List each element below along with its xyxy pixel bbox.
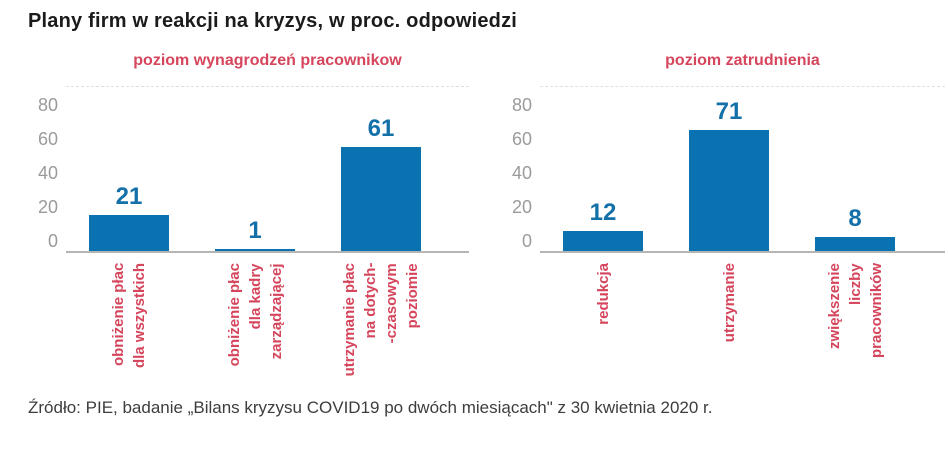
x-category-label: obniżenie płac dla kadry zarządzającej bbox=[225, 263, 285, 367]
x-axis-labels: redukcja utrzymanie zwiększenie liczby pra… bbox=[540, 263, 945, 399]
bar bbox=[815, 237, 895, 251]
x-category-label: zwiększenie liczby pracowników bbox=[825, 263, 885, 359]
y-tick-label: 60 bbox=[37, 129, 58, 149]
x-category-cell: utrzymanie płac na dotych- -czasowym poz… bbox=[318, 263, 444, 399]
y-tick-label: 80 bbox=[37, 95, 58, 115]
page-title: Plany firm w reakcji na kryzys, w proc. … bbox=[28, 10, 518, 32]
x-category-cell: redukcja bbox=[540, 263, 666, 399]
y-tick-label: 60 bbox=[511, 129, 532, 149]
x-category-label: redukcja bbox=[594, 263, 612, 325]
bar-value-label: 12 bbox=[589, 198, 617, 226]
y-axis: 0 20 40 60 80 bbox=[28, 86, 66, 253]
bar bbox=[563, 230, 643, 251]
x-category-label: utrzymanie bbox=[720, 263, 738, 343]
y-axis: 0 20 40 60 80 bbox=[502, 86, 540, 253]
y-tick-label: 20 bbox=[37, 197, 58, 217]
y-tick-label: 20 bbox=[511, 197, 532, 217]
bar-cell: 12 bbox=[540, 87, 666, 251]
bar-value-label: 1 bbox=[248, 217, 262, 245]
chart-subtitle: poziom zatrudnienia bbox=[665, 52, 820, 69]
x-category-cell: obniżenie płac dla wszystkich bbox=[66, 263, 192, 399]
y-tick-label: 40 bbox=[37, 163, 58, 183]
bar bbox=[215, 249, 295, 251]
bar-value-label: 21 bbox=[115, 183, 143, 211]
x-category-cell: obniżenie płac dla kadry zarządzającej bbox=[192, 263, 318, 399]
x-category-cell: zwiększenie liczby pracowników bbox=[792, 263, 918, 399]
x-category-label: obniżenie płac dla wszystkich bbox=[110, 263, 148, 369]
bar-value-label: 61 bbox=[367, 115, 395, 143]
bar-cell: 1 bbox=[192, 87, 318, 251]
x-category-label: utrzymanie płac na dotych- -czasowym poz… bbox=[341, 263, 421, 377]
y-tick-label: 0 bbox=[521, 231, 532, 251]
y-tick-label: 80 bbox=[511, 95, 532, 115]
bar bbox=[689, 130, 769, 251]
bar bbox=[89, 215, 169, 251]
bar-cell: 61 bbox=[318, 87, 444, 251]
y-tick-label: 40 bbox=[511, 163, 532, 183]
chart-wages: poziom wynagrodzeń pracownikow 0 20 40 60 80… bbox=[28, 52, 469, 399]
source-note: Źródło: PIE, badanie „Bilans kryzysu COV… bbox=[28, 398, 713, 417]
bar-cell: 71 bbox=[666, 87, 792, 251]
x-axis-labels: obniżenie płac dla wszystkich obniżenie p… bbox=[66, 263, 469, 399]
bar-cell: 8 bbox=[792, 87, 918, 251]
bar-value-label: 8 bbox=[848, 205, 862, 233]
plot-row: 0 20 40 60 80 12 71 8 bbox=[502, 86, 945, 253]
bar-cell: 21 bbox=[66, 87, 192, 251]
x-category-cell: utrzymanie bbox=[666, 263, 792, 399]
plot-row: 0 20 40 60 80 21 1 61 bbox=[28, 86, 469, 253]
plot-area: 12 71 8 bbox=[540, 86, 945, 253]
bar-value-label: 71 bbox=[715, 98, 743, 126]
plot-area: 21 1 61 bbox=[66, 86, 469, 253]
bar bbox=[341, 147, 421, 251]
y-tick-label: 0 bbox=[47, 231, 58, 251]
chart-employment: poziom zatrudnienia 0 20 40 60 80 12 71 8 redu… bbox=[502, 52, 945, 399]
chart-subtitle: poziom wynagrodzeń pracownikow bbox=[133, 52, 402, 69]
